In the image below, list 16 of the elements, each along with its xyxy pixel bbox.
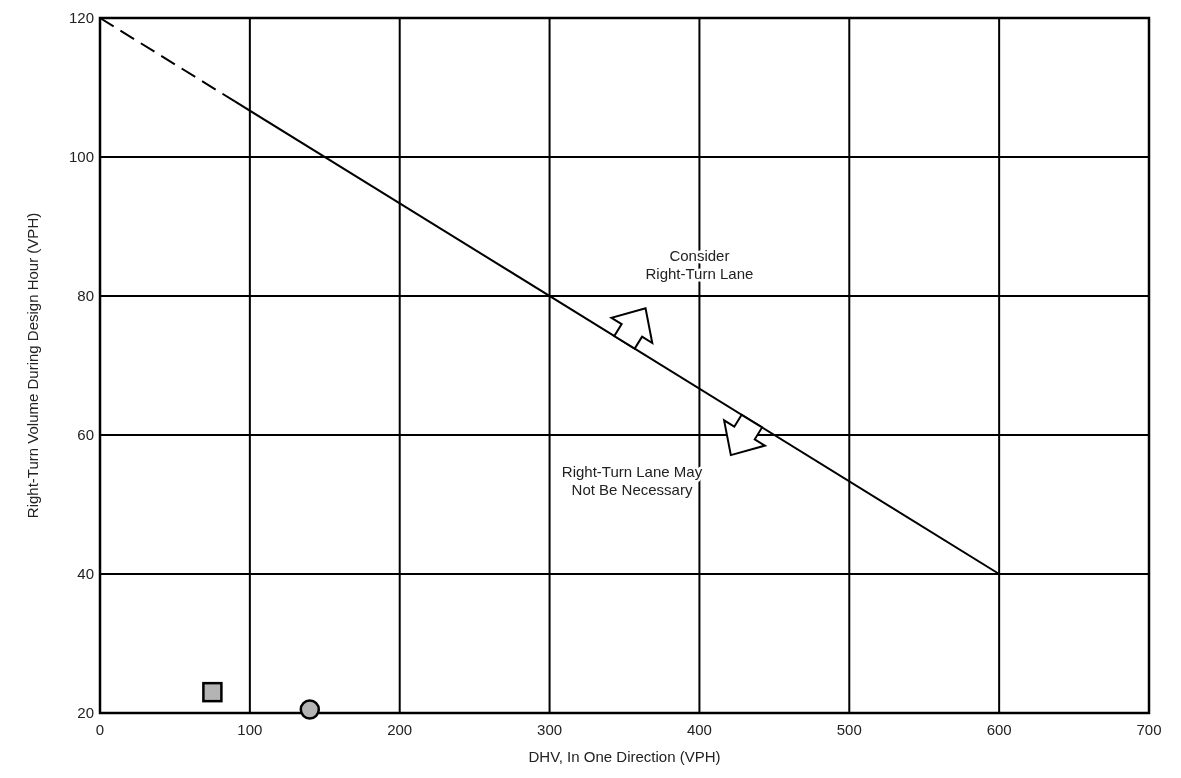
y-tick-label: 100 <box>68 148 94 165</box>
y-tick-label: 60 <box>77 426 94 443</box>
y-tick-label: 20 <box>77 704 94 721</box>
x-tick-label: 0 <box>95 721 105 738</box>
x-tick-label: 100 <box>237 721 263 738</box>
x-axis-title: DHV, In One Direction (VPH) <box>528 748 721 765</box>
y-axis-title: Right-Turn Volume During Design Hour (VPH) <box>24 212 41 519</box>
y-tick-label: 40 <box>77 565 94 582</box>
y-tick-label: 120 <box>68 9 94 26</box>
x-tick-label: 500 <box>836 721 862 738</box>
y-tick-label: 80 <box>77 287 94 304</box>
x-tick-label: 400 <box>686 721 712 738</box>
x-tick-label: 700 <box>1136 721 1162 738</box>
x-tick-label: 300 <box>537 721 563 738</box>
x-tick-label: 600 <box>986 721 1012 738</box>
x-tick-label: 200 <box>387 721 413 738</box>
